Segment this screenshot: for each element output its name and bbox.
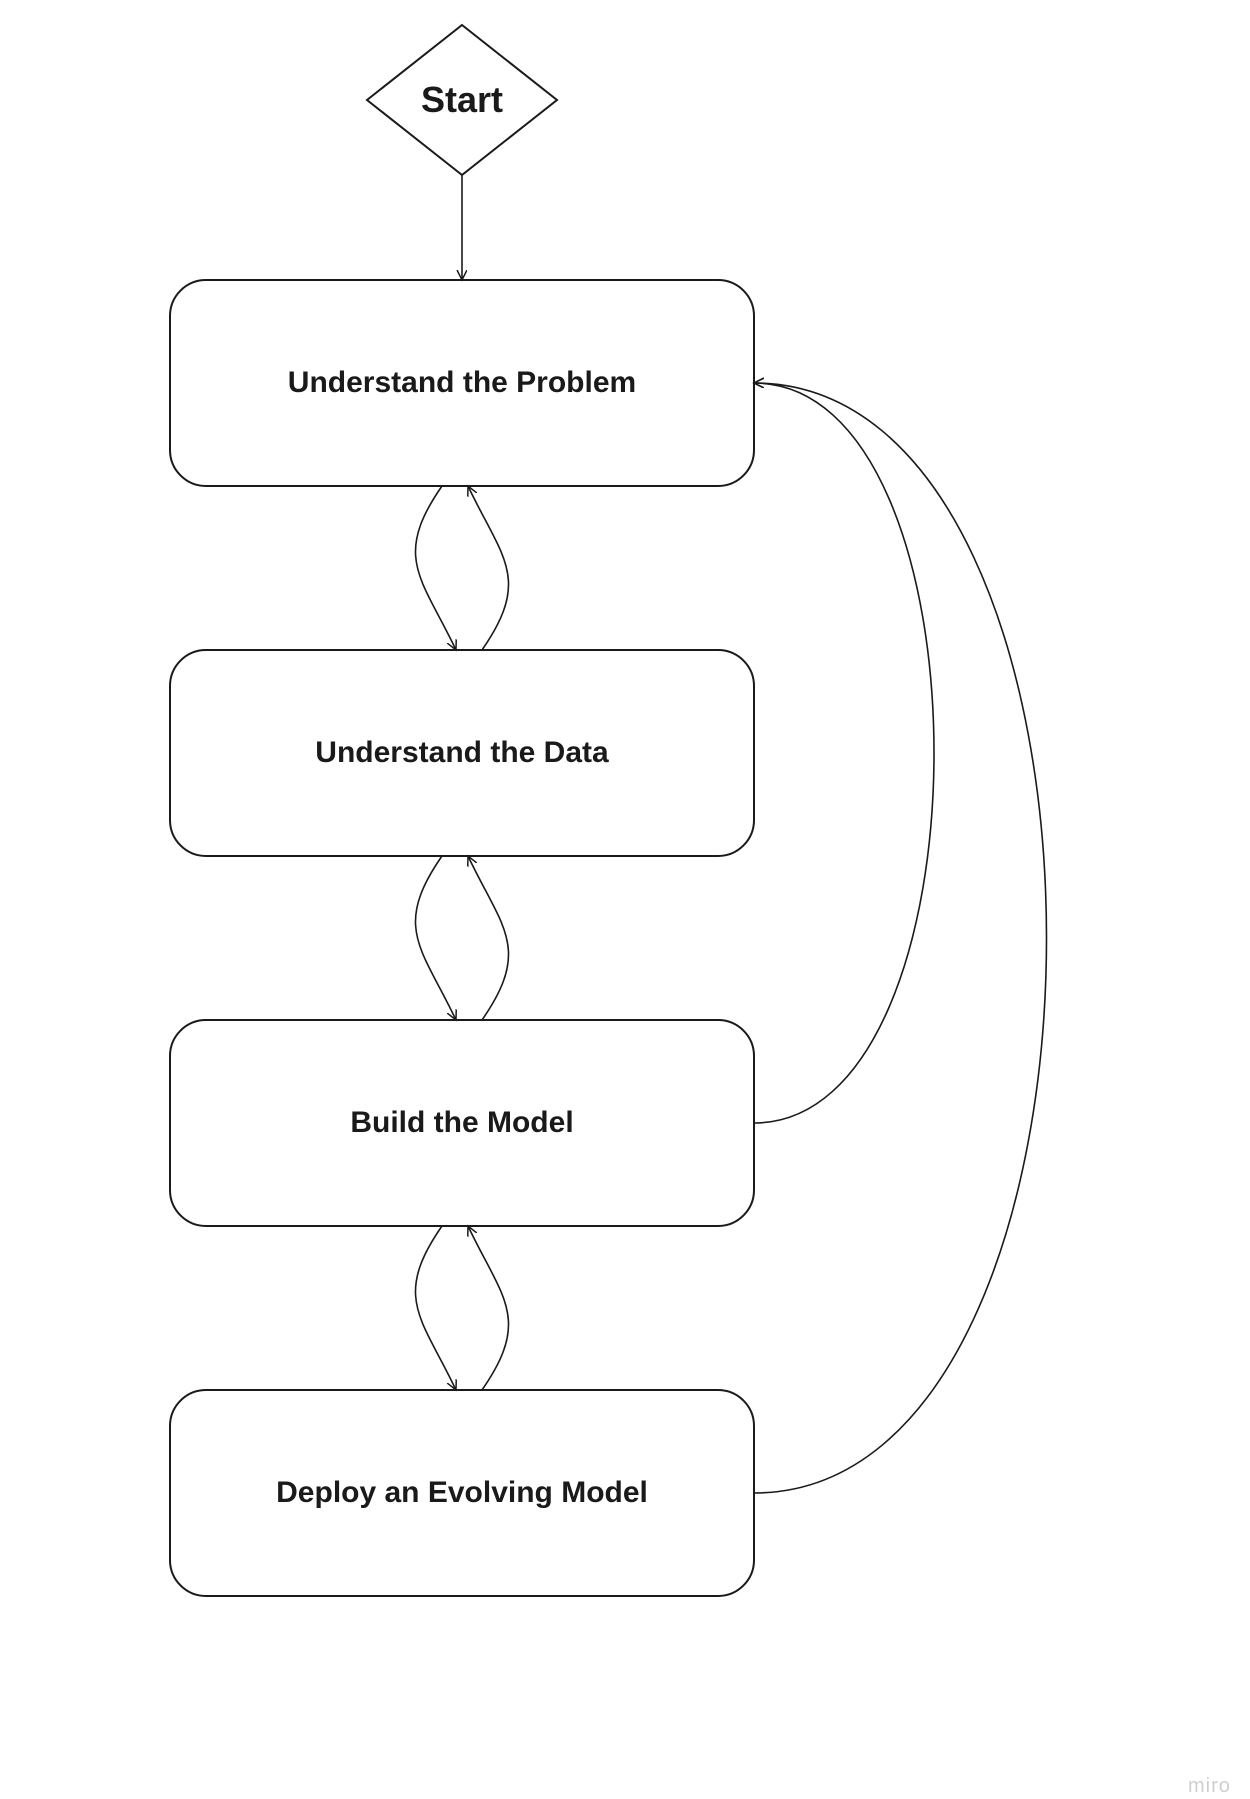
edge-n3-n4-up: [468, 1226, 509, 1390]
flowchart-canvas: Start Understand the Problem Understand th…: [0, 0, 1250, 1799]
flow-node-label-n4: Deploy an Evolving Model: [276, 1476, 648, 1510]
edge-n4-back-n1: [754, 383, 1047, 1493]
watermark: miro: [1188, 1775, 1231, 1798]
start-label: Start: [421, 79, 503, 121]
edge-n2-n3-up: [468, 856, 509, 1020]
flow-node-label-n2: Understand the Data: [315, 736, 608, 770]
edge-n3-n4-down: [415, 1226, 456, 1390]
flow-node-label-n1: Understand the Problem: [288, 366, 636, 400]
edge-n1-n2-down: [415, 486, 456, 650]
flow-node-label-n3: Build the Model: [350, 1106, 573, 1140]
edge-n1-n2-up: [468, 486, 509, 650]
edge-n3-back-n1: [754, 383, 934, 1123]
edge-n2-n3-down: [415, 856, 456, 1020]
flowchart-svg: [0, 0, 1250, 1799]
